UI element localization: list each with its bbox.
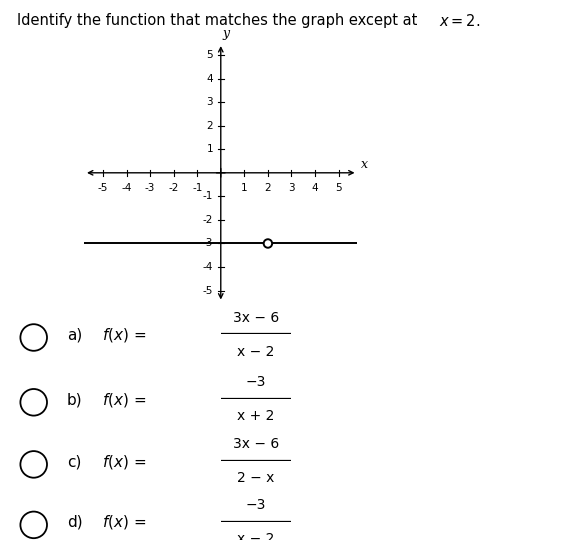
Text: 4: 4 [312, 183, 318, 193]
Text: 3x − 6: 3x − 6 [232, 310, 279, 325]
Text: -1: -1 [203, 191, 213, 201]
Text: c): c) [67, 454, 81, 469]
Text: 4: 4 [207, 73, 213, 84]
Text: $\mathit{f}(x)$ =: $\mathit{f}(x)$ = [102, 513, 146, 531]
Text: -4: -4 [121, 183, 132, 193]
Text: -4: -4 [203, 262, 213, 272]
Text: $\mathit{f}(x)$ =: $\mathit{f}(x)$ = [102, 453, 146, 471]
Text: −3: −3 [245, 375, 266, 389]
Text: 2: 2 [207, 120, 213, 131]
Circle shape [20, 389, 47, 416]
Text: Identify the function that matches the graph except at: Identify the function that matches the g… [17, 14, 422, 29]
Text: 1: 1 [241, 183, 248, 193]
Text: x − 2: x − 2 [237, 532, 274, 540]
Text: 5: 5 [207, 50, 213, 60]
Text: -2: -2 [168, 183, 179, 193]
Circle shape [20, 451, 47, 478]
Text: 3: 3 [288, 183, 295, 193]
Text: -1: -1 [192, 183, 202, 193]
Circle shape [264, 239, 272, 248]
Text: $x = 2$.: $x = 2$. [439, 14, 480, 30]
Text: x − 2: x − 2 [237, 345, 274, 359]
Text: x: x [361, 158, 368, 171]
Circle shape [20, 324, 47, 351]
Text: $\mathit{f}(x)$ =: $\mathit{f}(x)$ = [102, 390, 146, 409]
Circle shape [20, 511, 47, 538]
Text: a): a) [67, 327, 82, 342]
Text: x + 2: x + 2 [237, 409, 274, 423]
Text: −3: −3 [245, 498, 266, 512]
Text: -3: -3 [145, 183, 155, 193]
Text: 2: 2 [264, 183, 271, 193]
Text: y: y [223, 26, 229, 39]
Text: 3: 3 [207, 97, 213, 107]
Text: 1: 1 [207, 144, 213, 154]
Text: 5: 5 [335, 183, 342, 193]
Text: d): d) [67, 515, 83, 530]
Text: b): b) [67, 392, 83, 407]
Text: -5: -5 [203, 286, 213, 295]
Text: $\mathit{f}(x)$ =: $\mathit{f}(x)$ = [102, 326, 146, 344]
Text: 3x − 6: 3x − 6 [232, 437, 279, 451]
Text: -2: -2 [203, 215, 213, 225]
Text: -5: -5 [98, 183, 108, 193]
Text: 2 − x: 2 − x [237, 471, 274, 485]
Text: -3: -3 [203, 239, 213, 248]
